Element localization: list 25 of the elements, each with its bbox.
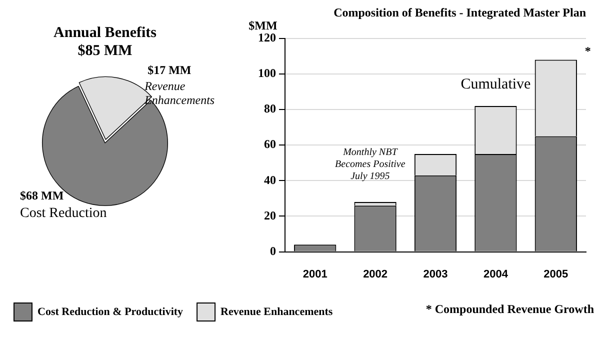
y-axis-title: $MM: [248, 18, 278, 32]
x-tick-label: 2001: [302, 268, 328, 280]
x-tick-label: 2005: [544, 268, 568, 280]
slice-label: Cost Reduction: [20, 206, 107, 221]
data-label: $68 MM: [20, 188, 64, 202]
y-tick-label: 120: [258, 30, 276, 44]
y-tick-label: 40: [264, 172, 276, 187]
y-tick-label: 100: [258, 66, 276, 80]
legend-label: Revenue Enhancements: [220, 306, 334, 318]
annotation: Cumulative: [460, 76, 532, 92]
legend-label: Cost Reduction & Productivity: [38, 306, 184, 318]
chart-title: Composition of Benefits - Integrated Master Plan: [334, 5, 586, 20]
y-tick-label: 20: [264, 208, 276, 222]
y-tick-label: 60: [264, 137, 276, 152]
x-tick-label: 2002: [363, 268, 388, 280]
chart-title: Annual Benefits: [54, 24, 157, 41]
annotation: *: [584, 44, 591, 58]
text: * Compounded Revenue Growth: [426, 302, 594, 316]
data-label: $17 MM: [148, 63, 192, 78]
x-tick-label: 2004: [483, 268, 509, 280]
x-tick-label: 2003: [423, 268, 448, 280]
y-tick-label: 0: [270, 244, 276, 258]
y-tick-label: 80: [264, 102, 276, 116]
annotation: Monthly NBT Becomes Positive July 1995: [335, 146, 406, 182]
chart-subtitle: $85 MM: [78, 42, 132, 59]
